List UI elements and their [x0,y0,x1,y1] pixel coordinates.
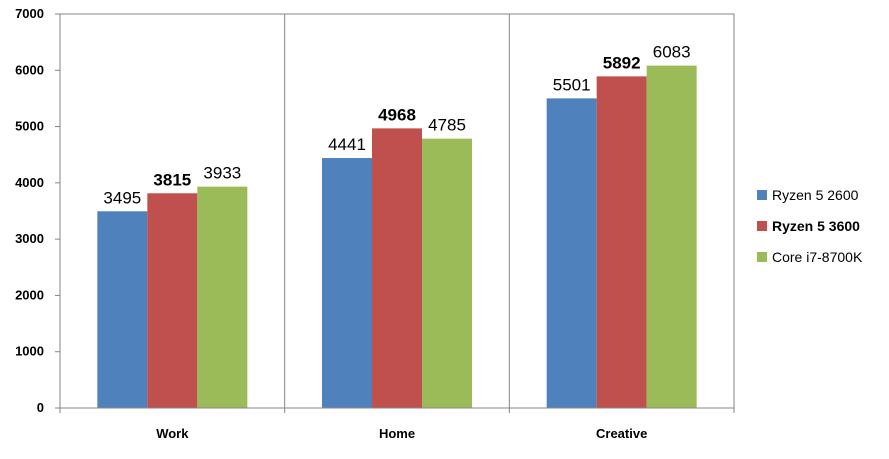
y-tick-label: 2000 [15,287,44,302]
y-tick-label: 7000 [15,6,44,21]
bar [546,98,597,408]
data-label: 3815 [153,170,191,189]
x-tick-label: Work [156,426,189,441]
data-label: 4785 [428,116,466,135]
x-tick-label: Creative [596,426,647,441]
bar [422,138,472,408]
bar [147,193,198,408]
data-labels: 3495 3815 3933 4441 4968 4785 5501 5892 6083 [103,43,690,208]
y-tick-label: 0 [37,400,44,415]
y-tick-label: 3000 [15,231,44,246]
legend-swatch [757,221,767,231]
legend-label: Ryzen 5 3600 [772,218,860,234]
y-tick-label: 6000 [15,62,44,77]
data-label: 3495 [103,188,141,207]
y-tick-label: 1000 [15,344,44,359]
data-label: 5892 [603,53,641,72]
x-tick-label: Home [379,426,415,441]
legend-label: Core i7-8700K [772,249,863,265]
legend: Ryzen 5 2600 Ryzen 5 3600 Core i7-8700K [757,187,863,265]
bar [97,211,148,408]
legend-swatch [757,190,767,200]
bar [322,158,372,408]
y-tick-label: 5000 [15,119,44,134]
legend-label: Ryzen 5 2600 [772,187,859,203]
data-label: 5501 [553,75,591,94]
bars [97,65,697,409]
data-label: 4441 [328,135,366,154]
axes: 0 1000 2000 3000 4000 5000 6000 7000 Work Home Cre… [15,6,735,441]
bar [596,76,647,409]
bar [372,128,422,409]
bar [646,65,697,408]
data-label: 4968 [378,105,416,124]
bar [197,186,248,408]
y-tick-label: 4000 [15,175,44,190]
data-label: 3933 [203,164,241,183]
legend-swatch [757,252,767,262]
data-label: 6083 [653,43,691,62]
